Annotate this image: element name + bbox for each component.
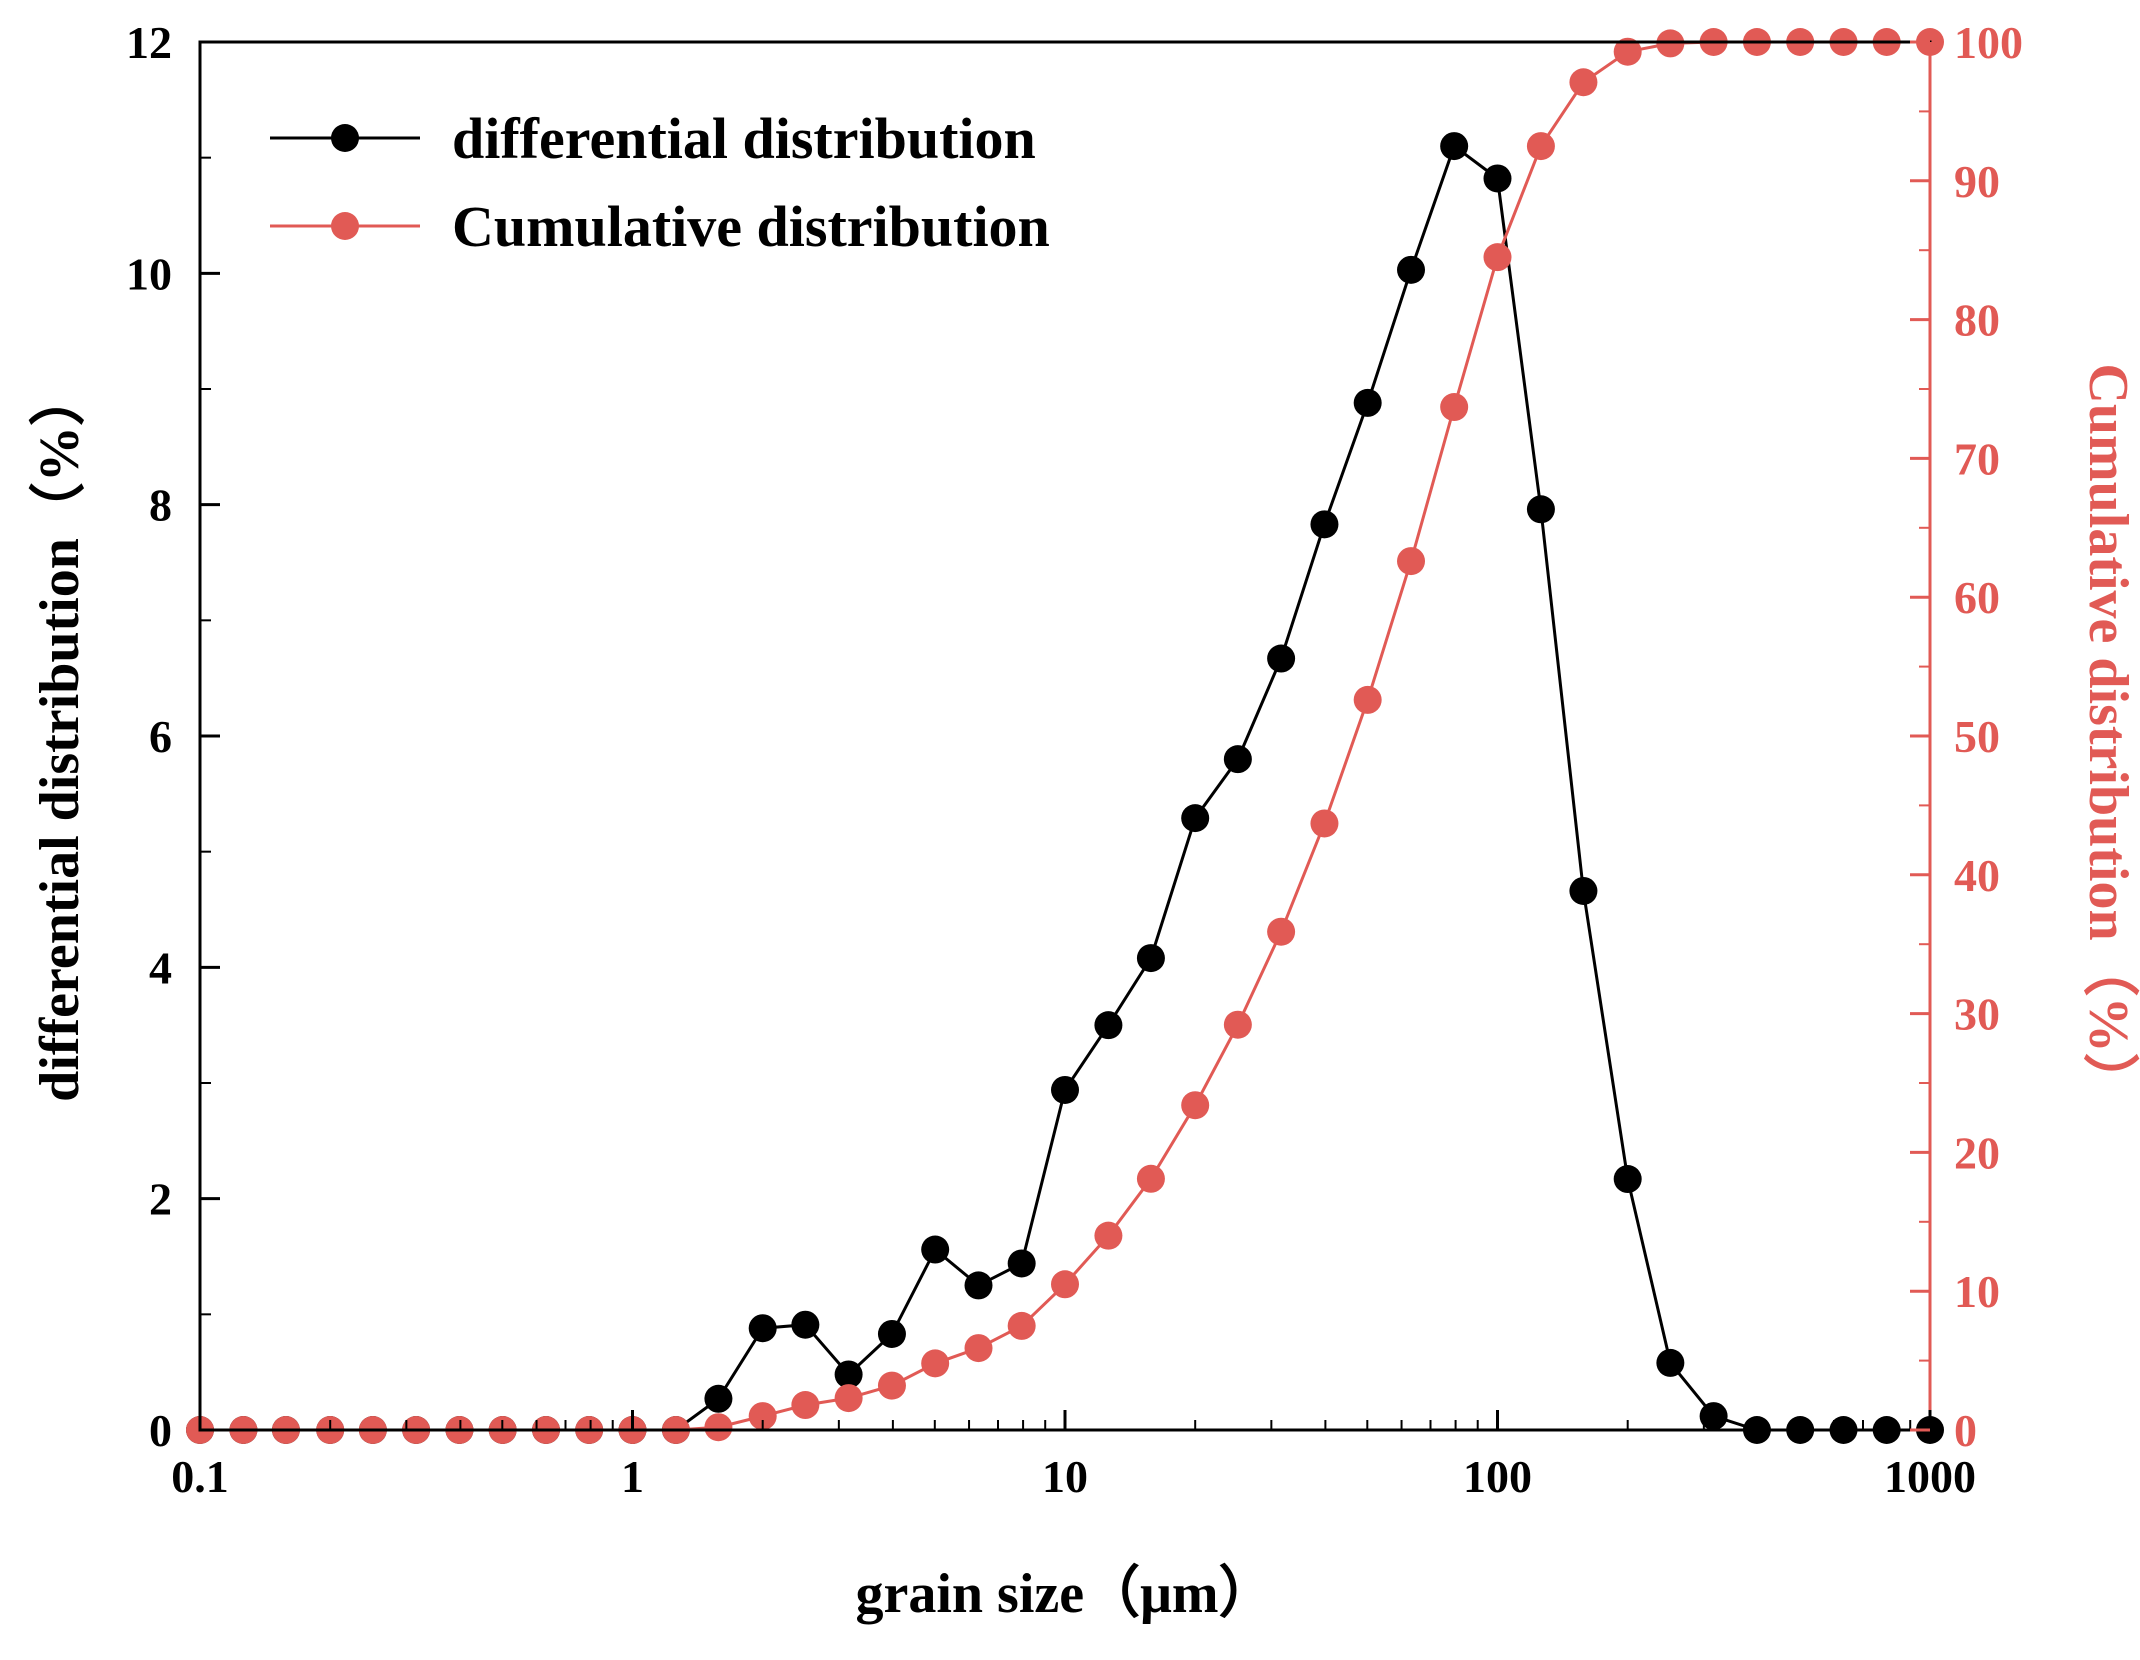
y-right-axis-title: Cumulative distribution（%） [2077,363,2140,1108]
x-tick-label: 10 [1042,1451,1088,1502]
data-point-differential [791,1310,820,1339]
y-right-tick-label: 70 [1954,433,2000,484]
y-right-tick-label: 30 [1954,989,2000,1040]
data-point-differential [1267,644,1296,673]
y-left-tick-label: 8 [149,480,172,531]
data-point-differential [1136,944,1165,973]
data-point-cumulative [1483,243,1512,272]
y-right-tick-label: 60 [1954,572,2000,623]
data-point-differential [1223,745,1252,774]
y-left-axis-title: differential distribution（%） [28,370,91,1102]
y-right-tick-label: 90 [1954,156,2000,207]
x-tick-label: 1 [621,1451,644,1502]
y-left-tick-label: 0 [149,1405,172,1456]
data-point-cumulative [748,1402,777,1431]
y-right-tick-label: 80 [1954,295,2000,346]
data-point-cumulative [1223,1010,1252,1039]
data-point-cumulative [1181,1091,1210,1120]
data-point-cumulative [1051,1270,1079,1299]
y-right-tick-label: 0 [1954,1405,1977,1456]
data-point-cumulative [964,1334,993,1363]
x-tick-label: 100 [1463,1451,1532,1502]
data-point-differential [1181,804,1210,833]
data-point-differential [921,1235,950,1264]
y-right-tick-label: 100 [1954,17,2023,68]
data-point-cumulative [1526,132,1555,161]
data-point-cumulative [1136,1164,1165,1193]
x-tick-label: 1000 [1884,1451,1976,1502]
data-point-differential [1310,510,1339,539]
data-point-cumulative [791,1391,820,1420]
y-right-tick-label: 20 [1954,1127,2000,1178]
y-right-tick-label: 10 [1954,1266,2000,1317]
data-point-differential [1526,495,1555,524]
legend-label-differential: differential distribution [452,106,1036,171]
y-right-tick-label: 40 [1954,850,2000,901]
data-point-cumulative [1094,1221,1123,1250]
series-line-differential [200,143,1930,1432]
data-point-differential [704,1384,733,1413]
y-left-tick-label: 6 [149,711,172,762]
x-tick-label: 0.1 [171,1451,229,1502]
data-point-cumulative [921,1349,950,1378]
data-point-differential [1440,132,1469,161]
data-point-cumulative [1397,547,1426,576]
data-point-cumulative [834,1384,863,1413]
data-point-differential [1397,255,1426,284]
data-point-cumulative [1569,68,1598,97]
data-point-differential [834,1360,863,1389]
y-left-tick-label: 12 [126,17,172,68]
x-axis-title: grain size（μm） [855,1562,1274,1625]
y-left-tick-label: 2 [149,1174,172,1225]
data-point-differential [1656,1348,1685,1377]
data-point-cumulative [1267,917,1296,946]
y-right-tick-label: 50 [1954,711,2000,762]
data-point-cumulative [1353,685,1382,714]
data-point-differential [1699,1402,1728,1431]
data-point-cumulative [1440,393,1469,422]
data-point-differential [1353,388,1382,417]
data-point-cumulative [1613,37,1642,66]
y-left-tick-label: 10 [126,248,172,299]
data-point-differential [748,1314,777,1343]
axis-layer: 0.1 1 10 100 1000024681012010203040506070809… [126,17,2023,1502]
data-point-differential [1007,1249,1036,1278]
legend-marker-differential [331,124,359,152]
data-point-differential [1051,1075,1079,1104]
data-point-differential [1569,876,1598,905]
legend-marker-cumulative [331,212,359,240]
legend: differential distribution Cumulative dis… [270,106,1050,259]
legend-label-cumulative: Cumulative distribution [452,194,1050,259]
data-point-differential [1613,1165,1642,1194]
data-point-cumulative [1310,809,1339,838]
data-point-cumulative [877,1371,906,1400]
data-point-cumulative [1007,1311,1036,1340]
data-point-differential [1094,1011,1123,1040]
data-point-differential [877,1319,906,1348]
data-point-differential [964,1271,993,1300]
y-left-tick-label: 4 [149,942,172,993]
data-point-differential [1483,164,1512,193]
series-layer [186,28,1944,1444]
data-point-cumulative [704,1413,733,1442]
